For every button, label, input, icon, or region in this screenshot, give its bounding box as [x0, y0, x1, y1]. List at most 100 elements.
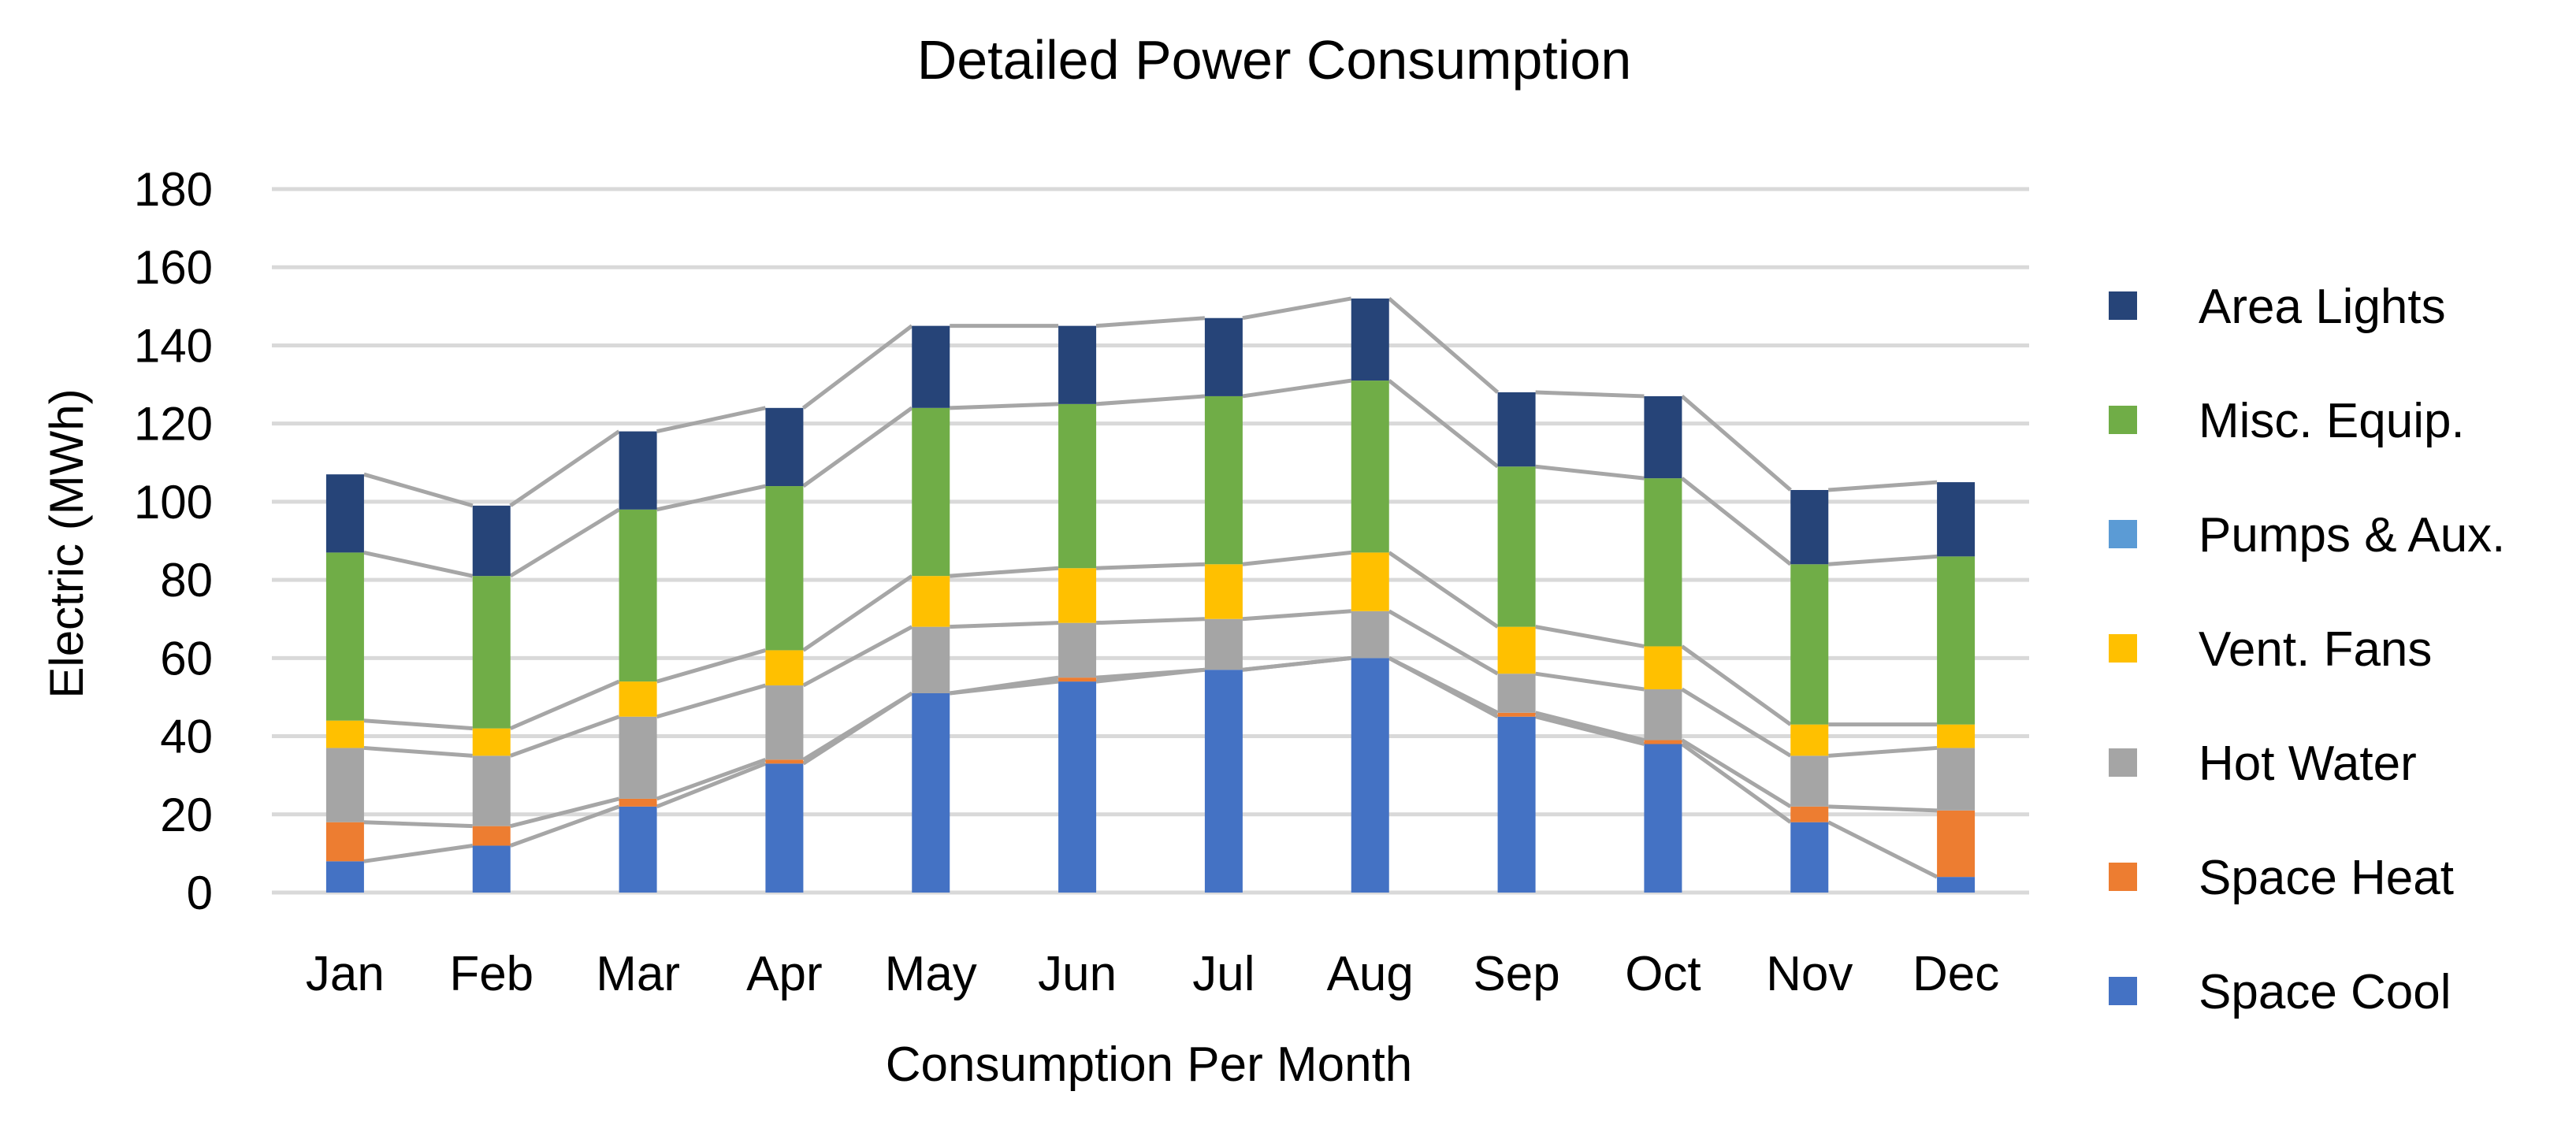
bar-segment — [1790, 755, 1829, 807]
chart-title: Detailed Power Consumption — [917, 29, 1632, 91]
series-line — [656, 484, 766, 512]
series-line — [949, 675, 1059, 696]
bar-segment — [619, 798, 657, 807]
bar-segment — [1497, 466, 1536, 627]
legend-label: Vent. Fans — [2199, 622, 2432, 677]
legend-label: Misc. Equip. — [2199, 394, 2465, 448]
series-line — [1242, 296, 1352, 321]
bar-segment — [1937, 748, 1976, 811]
bar-segment — [1351, 380, 1389, 553]
bar-segment — [1204, 618, 1243, 670]
bar-segment — [1204, 564, 1243, 619]
bar-segment — [912, 626, 950, 693]
bar-segment — [325, 720, 364, 748]
bar-segment — [1937, 482, 1976, 557]
series-line — [1388, 551, 1499, 629]
bar-segment — [1351, 611, 1389, 659]
bar-segment — [765, 650, 804, 686]
series-line — [1095, 316, 1206, 329]
series-line — [1680, 395, 1792, 492]
series-line — [1242, 655, 1352, 672]
legend-label: Pumps & Aux. — [2199, 508, 2505, 562]
series-line — [1535, 671, 1645, 692]
bar-segment — [472, 576, 511, 729]
series-line — [1388, 609, 1499, 676]
x-tick-label: Jul — [1192, 947, 1255, 1001]
bar-segment — [912, 325, 950, 408]
bar-segment — [1644, 395, 1682, 479]
x-axis-label: Consumption Per Month — [886, 1037, 1413, 1092]
bar-segment — [1937, 877, 1976, 893]
y-tick-label: 100 — [134, 476, 213, 529]
bar-segment — [1790, 806, 1829, 822]
series-line — [656, 757, 767, 801]
series-line — [1681, 738, 1792, 808]
series-line — [656, 648, 767, 684]
bar-segment — [765, 685, 804, 760]
series-line — [509, 429, 620, 507]
bar-segment — [472, 505, 511, 577]
series-line — [1534, 715, 1645, 746]
legend-swatch — [2109, 863, 2137, 891]
bar-segment — [1351, 298, 1389, 381]
y-tick-label: 20 — [160, 789, 213, 841]
bar-segment — [765, 407, 804, 487]
series-line — [509, 804, 620, 848]
series-line — [1535, 625, 1645, 648]
legend-label: Space Heat — [2199, 851, 2454, 905]
legend-label: Hot Water — [2199, 737, 2417, 791]
y-tick-label: 120 — [134, 398, 213, 451]
bar-segment — [1058, 681, 1097, 893]
bar-segment — [1937, 724, 1976, 748]
bar-segment — [619, 716, 657, 799]
bar-segment — [1790, 564, 1829, 725]
legend-swatch — [2109, 634, 2137, 663]
bar-segment — [1790, 490, 1829, 565]
y-tick-label: 40 — [160, 711, 213, 763]
series-line — [950, 402, 1059, 410]
series-line — [1828, 745, 1938, 758]
bar-segment — [1497, 626, 1536, 674]
series-line — [1242, 550, 1352, 566]
series-line — [656, 683, 767, 719]
series-line — [1095, 617, 1206, 625]
series-line — [1680, 742, 1792, 824]
bar-segment — [1351, 552, 1389, 611]
legend-label: Area Lights — [2199, 280, 2446, 334]
bar-segment — [325, 861, 364, 893]
bar-segment — [1644, 478, 1682, 647]
x-tick-label: Apr — [746, 947, 822, 1001]
series-line — [509, 507, 620, 578]
bar-segment — [1644, 744, 1682, 893]
bar-segment — [765, 486, 804, 651]
bar-segment — [765, 763, 804, 893]
y-axis-label: Electric (MWh) — [40, 388, 93, 698]
series-line — [363, 472, 474, 508]
series-line — [1827, 820, 1939, 879]
series-line — [802, 625, 913, 688]
bar-segment — [619, 509, 657, 682]
series-line — [656, 406, 766, 434]
bar-segment — [472, 845, 511, 893]
series-line — [363, 843, 474, 863]
bar-segment — [1204, 395, 1243, 565]
y-tick-label: 0 — [187, 867, 213, 919]
y-axis-ticks: 0 20 40 60 80 100 120 140 160 180 — [134, 163, 213, 919]
series-line — [1828, 480, 1938, 492]
bar-segment — [1497, 674, 1536, 713]
bar-segment — [325, 748, 364, 822]
series-line — [1680, 477, 1792, 566]
series-line — [802, 691, 913, 762]
bar-segment — [765, 759, 804, 764]
series-line — [363, 745, 473, 758]
bar-segment — [1058, 622, 1097, 678]
series-line — [1388, 656, 1499, 715]
x-tick-label: Aug — [1327, 947, 1414, 1001]
series-lines — [363, 296, 1939, 879]
bar-segment — [619, 431, 657, 510]
bar-segment — [1204, 670, 1243, 893]
x-tick-label: Mar — [596, 947, 680, 1001]
series-line — [1388, 379, 1500, 469]
series-line — [1680, 644, 1792, 726]
